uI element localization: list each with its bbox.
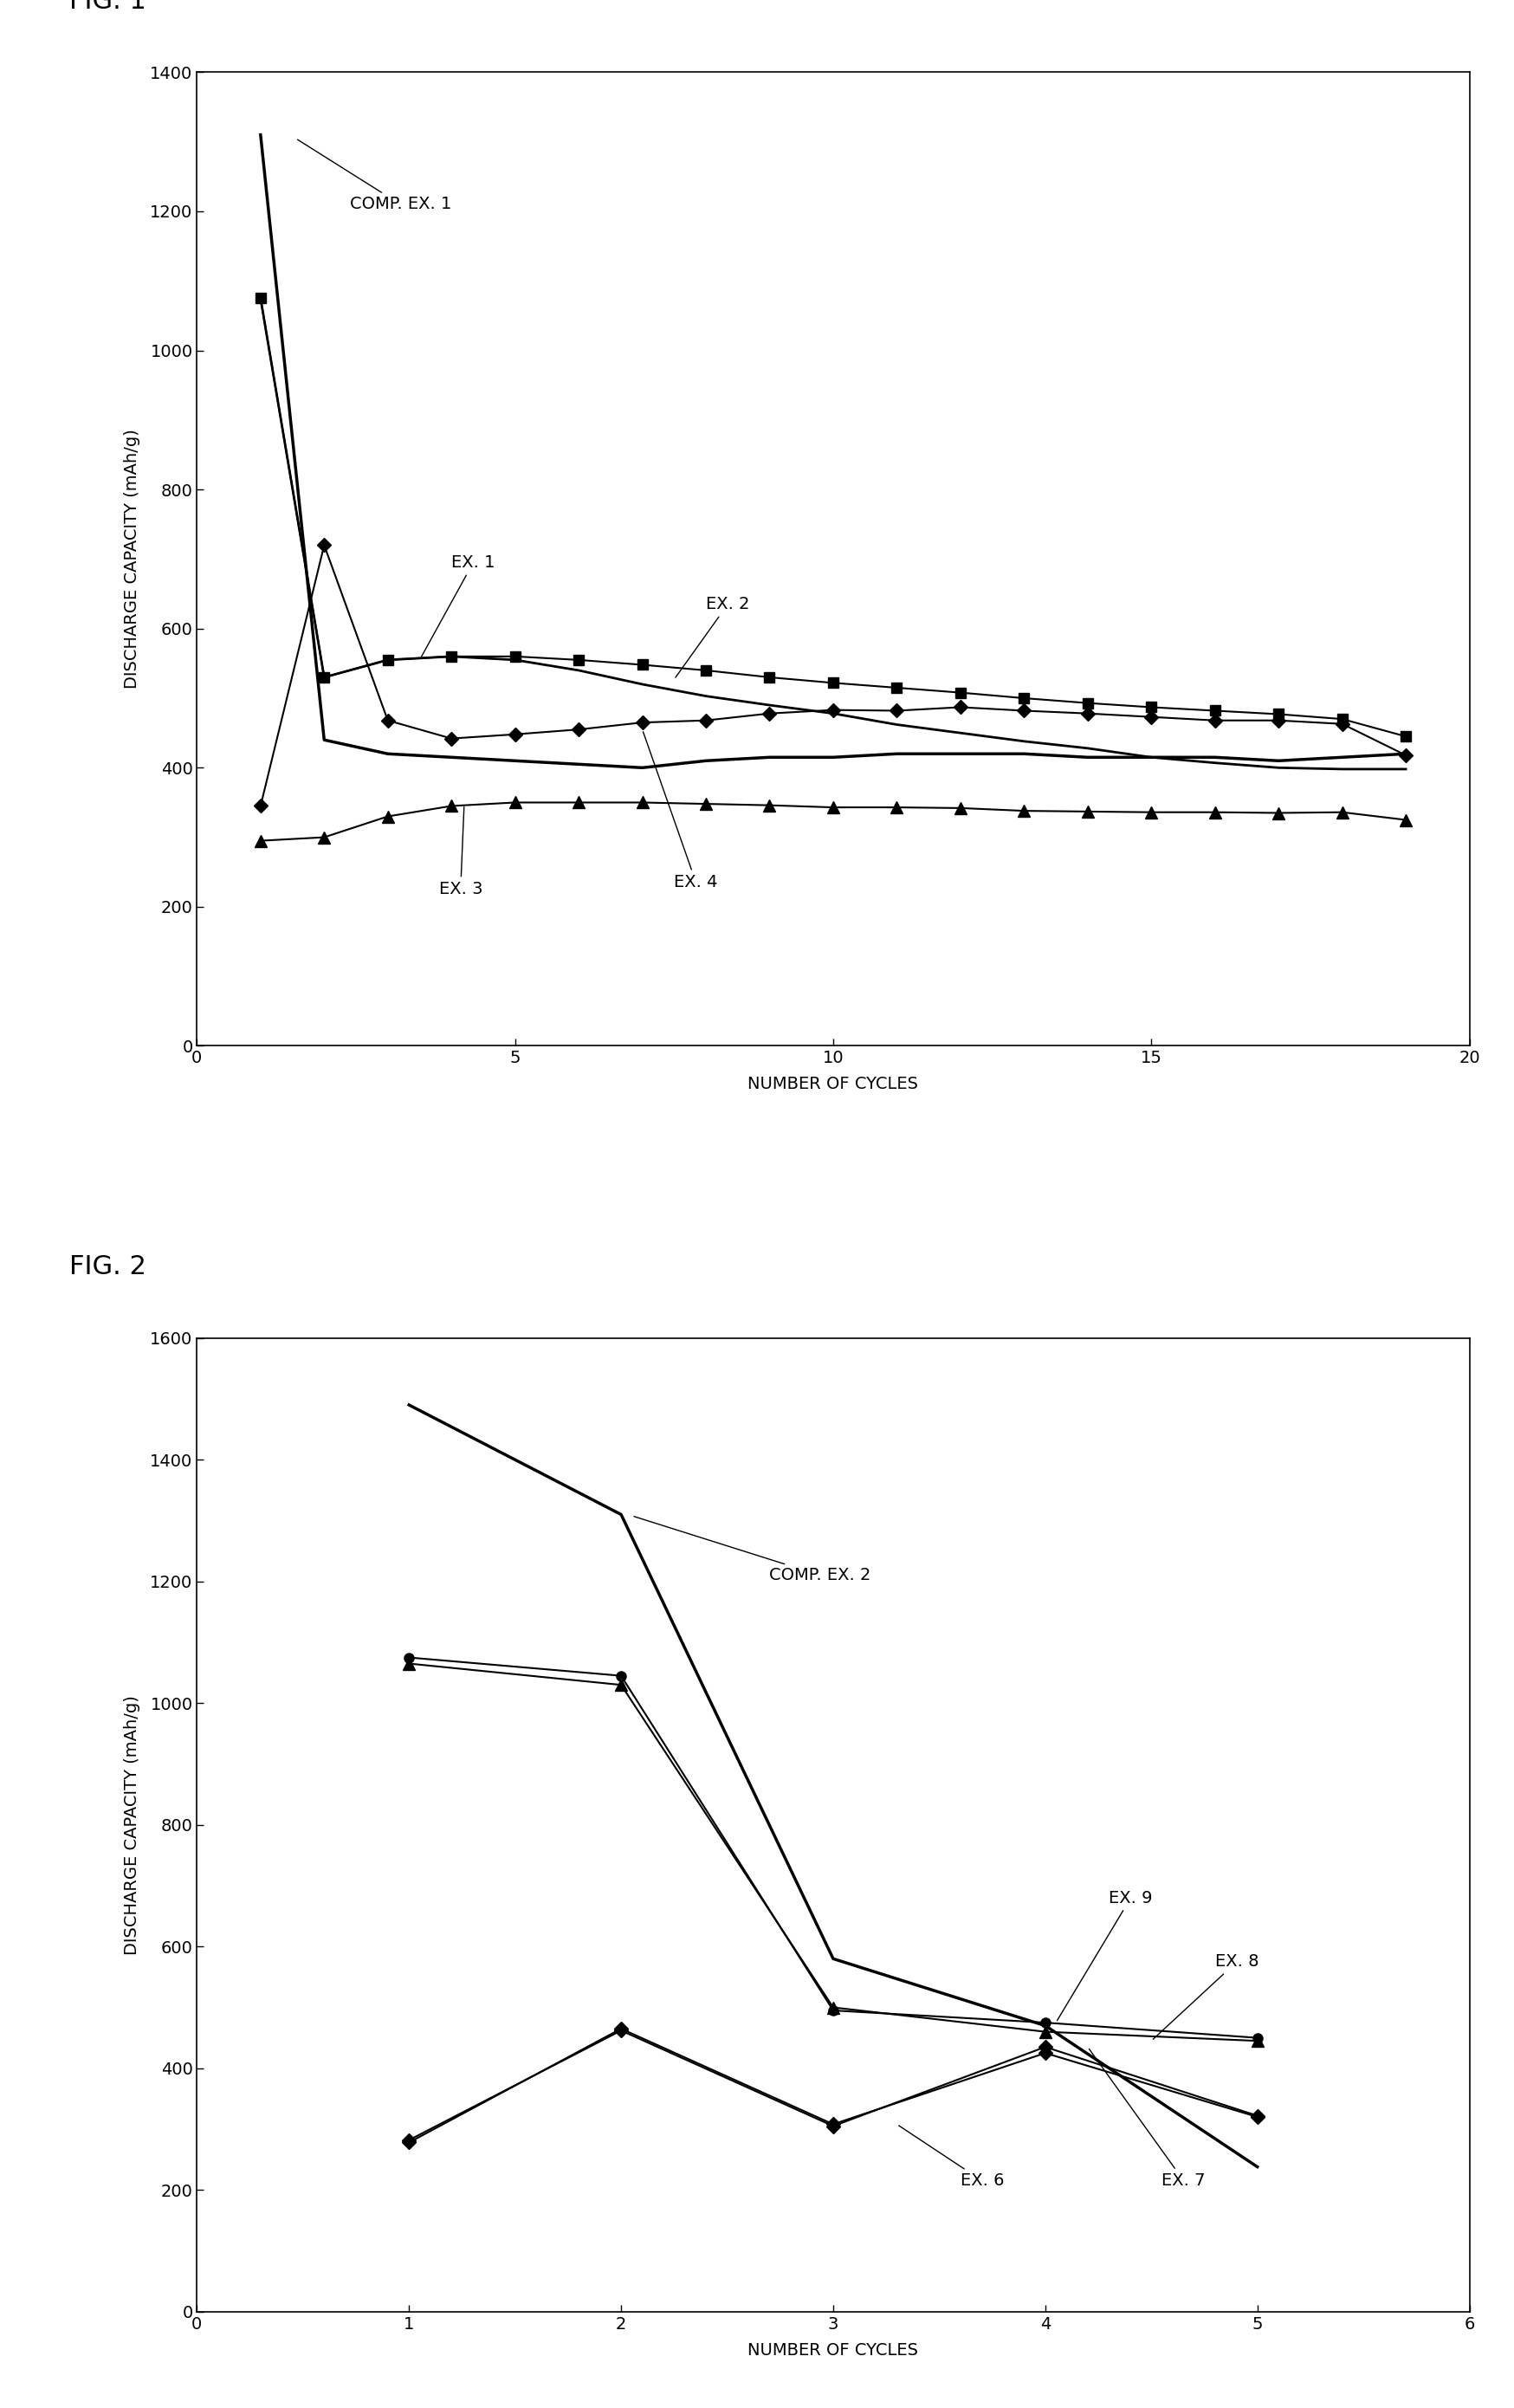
Text: EX. 8: EX. 8 xyxy=(1152,1953,1258,2040)
Text: EX. 7: EX. 7 xyxy=(1089,2049,1205,2189)
Text: EX. 6: EX. 6 xyxy=(898,2126,1004,2189)
X-axis label: NUMBER OF CYCLES: NUMBER OF CYCLES xyxy=(748,2343,917,2357)
Text: EX. 4: EX. 4 xyxy=(643,732,718,891)
Text: FIG. 2: FIG. 2 xyxy=(70,1255,147,1279)
Text: EX. 1: EX. 1 xyxy=(421,554,495,657)
Text: COMP. EX. 2: COMP. EX. 2 xyxy=(634,1517,871,1584)
Text: EX. 3: EX. 3 xyxy=(439,807,481,898)
Text: FIG. 1: FIG. 1 xyxy=(70,0,147,14)
Text: EX. 2: EX. 2 xyxy=(675,597,749,677)
Y-axis label: DISCHARGE CAPACITY (mAh/g): DISCHARGE CAPACITY (mAh/g) xyxy=(124,1695,141,1955)
Text: COMP. EX. 1: COMP. EX. 1 xyxy=(297,140,451,212)
X-axis label: NUMBER OF CYCLES: NUMBER OF CYCLES xyxy=(748,1076,917,1093)
Text: EX. 9: EX. 9 xyxy=(1057,1890,1152,2020)
Y-axis label: DISCHARGE CAPACITY (mAh/g): DISCHARGE CAPACITY (mAh/g) xyxy=(124,429,141,689)
